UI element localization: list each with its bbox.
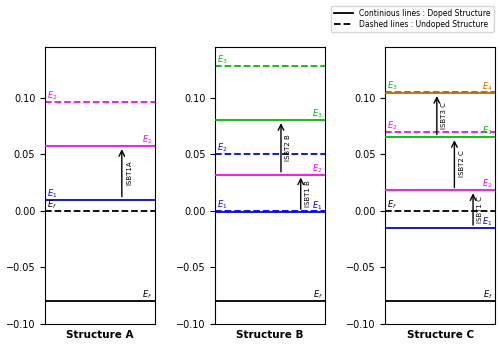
Text: $E_3$: $E_3$ (482, 125, 493, 137)
Text: ISBT3 C: ISBT3 C (441, 102, 447, 129)
Text: $E_1$: $E_1$ (482, 215, 493, 228)
Text: $E_3$: $E_3$ (218, 54, 228, 66)
Legend: Continious lines : Doped Structure, Dashed lines : Undoped Structure: Continious lines : Doped Structure, Dash… (331, 6, 494, 32)
Text: ISBT2 C: ISBT2 C (459, 150, 465, 177)
Text: ISBT1 C: ISBT1 C (478, 196, 484, 222)
Text: $E_1$: $E_1$ (312, 199, 322, 212)
Text: $E_1$: $E_1$ (47, 187, 58, 199)
Text: $E_2$: $E_2$ (482, 178, 493, 190)
Text: $E_2$: $E_2$ (312, 162, 322, 175)
Text: $E_f$: $E_f$ (142, 289, 152, 301)
Text: $E_3$: $E_3$ (312, 108, 322, 120)
Text: ISBT1 B: ISBT1 B (305, 180, 311, 207)
Text: $E_f$: $E_f$ (482, 289, 493, 301)
Text: $E_f$: $E_f$ (388, 198, 398, 211)
X-axis label: Structure B: Structure B (236, 329, 304, 339)
Text: $E_2$: $E_2$ (218, 142, 228, 154)
Text: $E_1$: $E_1$ (218, 198, 228, 211)
Text: ISBT2 B: ISBT2 B (286, 134, 292, 161)
Text: $E_2$: $E_2$ (47, 90, 58, 102)
X-axis label: Structure A: Structure A (66, 329, 134, 339)
Text: $E_2$: $E_2$ (388, 119, 398, 132)
Text: $E_f$: $E_f$ (312, 289, 322, 301)
Text: ISBT1A: ISBT1A (126, 161, 132, 185)
Text: $E_f$: $E_f$ (47, 198, 58, 211)
X-axis label: Structure C: Structure C (406, 329, 474, 339)
Text: $E_3$: $E_3$ (388, 80, 398, 92)
Text: $E_4$: $E_4$ (482, 81, 493, 93)
Text: $E_2$: $E_2$ (142, 134, 152, 147)
